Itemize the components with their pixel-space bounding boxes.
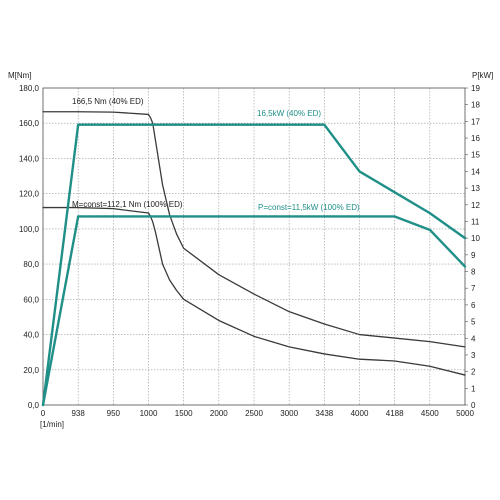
x-tick-label: 3000 <box>280 409 298 418</box>
y-left-tick-label: 40,0 <box>23 331 39 340</box>
y-right-tick-label: 6 <box>471 301 476 310</box>
y-left-tick-label: 120,0 <box>19 190 40 199</box>
x-tick-label: 2000 <box>210 409 228 418</box>
y-right-tick-label: 10 <box>471 234 480 243</box>
y-right-tick-label: 0 <box>471 401 476 410</box>
x-tick-label: 4188 <box>386 409 404 418</box>
x-tick-label: 5000 <box>456 409 474 418</box>
y-right-tick-label: 12 <box>471 201 480 210</box>
annotation-166-nm: 166,5 Nm (40% ED) <box>72 97 144 106</box>
y-left-tick-label: 180,0 <box>19 84 40 93</box>
y-right-tick-label: 19 <box>471 84 480 93</box>
x-tick-label: 938 <box>71 409 85 418</box>
y-left-tick-label: 60,0 <box>23 295 39 304</box>
x-tick-label: 2500 <box>245 409 263 418</box>
y-left-tick-label: 80,0 <box>23 260 39 269</box>
y-right-tick-label: 16 <box>471 134 480 143</box>
y-right-tick-label: 15 <box>471 151 480 160</box>
y-left-tick-label: 100,0 <box>19 225 40 234</box>
annotation-16-5kw: 16,5kW (40% ED) <box>257 109 321 118</box>
x-tick-label: 3438 <box>315 409 333 418</box>
grid <box>42 87 466 406</box>
x-tick-label: 1000 <box>140 409 158 418</box>
series-line-1 <box>42 111 466 348</box>
y-right-tick-label: 7 <box>471 284 476 293</box>
ticks-group: 0 938 950 1000 1500 2000 2500 3000 3438 4000 4188 4… <box>19 84 480 418</box>
y-right-tick-label: 1 <box>471 384 476 393</box>
y-left-axis-title: M[Nm] <box>8 71 32 80</box>
x-tick-label: 0 <box>41 409 46 418</box>
y-right-tick-label: 14 <box>471 167 480 176</box>
y-right-tick-label: 11 <box>471 217 480 226</box>
x-tick-label: 4000 <box>351 409 369 418</box>
series-group <box>41 111 467 407</box>
y-right-tick-label: 13 <box>471 184 480 193</box>
annotation-112-nm: M=const=112,1 Nm (100% ED) <box>72 200 183 209</box>
y-right-tick-label: 4 <box>471 334 476 343</box>
y-right-tick-label: 8 <box>471 268 476 277</box>
y-right-tick-label: 3 <box>471 351 476 360</box>
x-tick-label: 950 <box>107 409 121 418</box>
x-axis-unit-label: [1/min] <box>40 420 64 429</box>
y-right-axis-title: P[kW] <box>472 71 493 80</box>
y-left-tick-label: 20,0 <box>23 366 39 375</box>
y-right-tick-label: 5 <box>471 318 476 327</box>
series-line-3 <box>41 123 467 407</box>
series-line-4 <box>41 215 467 407</box>
y-left-tick-label: 140,0 <box>19 154 40 163</box>
plot-frame <box>42 87 466 406</box>
y-left-tick-label: 0,0 <box>28 401 40 410</box>
y-right-tick-label: 2 <box>471 368 476 377</box>
y-right-tick-label: 17 <box>471 117 480 126</box>
y-right-tick-label: 9 <box>471 251 476 260</box>
annotation-11-5kw: P=const=11,5kW (100% ED) <box>258 203 360 212</box>
x-tick-label: 4500 <box>421 409 439 418</box>
y-right-tick-label: 18 <box>471 101 480 110</box>
y-left-tick-label: 160,0 <box>19 119 40 128</box>
x-tick-label: 1500 <box>175 409 193 418</box>
plot-border <box>42 87 466 406</box>
series-line-2 <box>42 206 466 376</box>
